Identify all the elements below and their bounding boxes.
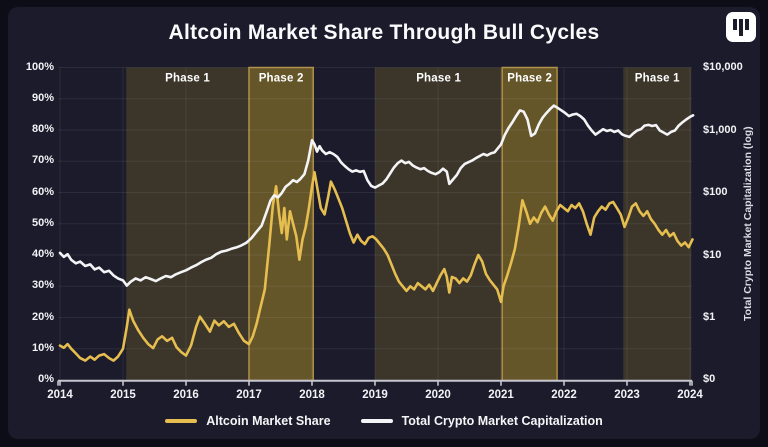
right-axis-tick-label: $0 bbox=[703, 373, 716, 385]
right-axis-tick-label: $100 bbox=[703, 186, 728, 198]
phase1-band bbox=[126, 67, 249, 381]
chart-title: Altcoin Market Share Through Bull Cycles bbox=[168, 21, 600, 44]
altcoin-share-line bbox=[58, 170, 694, 362]
x-axis-tick-label: 2017 bbox=[236, 389, 262, 401]
left-axis-tick-label: 20% bbox=[31, 310, 54, 323]
left-axis-tick-label: 0% bbox=[38, 373, 54, 385]
x-axis-tick-label: 2024 bbox=[677, 389, 703, 401]
logo-bar-middle bbox=[739, 18, 743, 36]
right-axis-title: Total Crypto Market Capitalization (log) bbox=[742, 126, 754, 322]
left-axis-tick-label: 70% bbox=[31, 154, 54, 167]
total-market-cap-line bbox=[58, 104, 695, 287]
left-axis-tick-label: 30% bbox=[31, 279, 54, 292]
chart-legend: Altcoin Market Share Total Crypto Market… bbox=[0, 414, 768, 428]
left-axis-tick-label: 100% bbox=[25, 60, 54, 73]
left-axis-tick-label: 90% bbox=[31, 91, 54, 104]
logo-bar-right bbox=[745, 18, 749, 30]
left-axis-tick-label: 60% bbox=[31, 185, 54, 198]
phase-band-label: Phase 2 bbox=[507, 73, 552, 85]
legend-item-total-cap: Total Crypto Market Capitalization bbox=[360, 414, 603, 428]
total-cap-line-swatch bbox=[360, 419, 393, 423]
left-axis-tick-label: 40% bbox=[31, 248, 54, 260]
x-axis-tick-label: 2020 bbox=[425, 389, 451, 401]
legend-label: Total Crypto Market Capitalization bbox=[401, 414, 603, 428]
legend-label: Altcoin Market Share bbox=[206, 414, 331, 428]
phase-band-label: Phase 1 bbox=[416, 73, 461, 85]
x-axis-tick-label: 2016 bbox=[173, 389, 199, 401]
phase1-band bbox=[623, 67, 692, 381]
brand-logo-icon bbox=[726, 12, 756, 42]
phase-band-label: Phase 1 bbox=[165, 73, 210, 85]
chart-card bbox=[8, 7, 760, 439]
logo-bar-left bbox=[733, 18, 737, 30]
x-axis-tick-label: 2015 bbox=[110, 389, 136, 401]
right-axis-tick-label: $1,000 bbox=[703, 123, 737, 136]
right-axis-tick-label: $10,000 bbox=[703, 61, 743, 73]
x-axis-tick-label: 2014 bbox=[47, 389, 73, 401]
x-axis-tick-label: 2021 bbox=[488, 389, 514, 401]
x-axis-tick-label: 2018 bbox=[299, 389, 325, 401]
x-axis-tick-label: 2019 bbox=[362, 389, 388, 401]
phase1-band bbox=[375, 67, 503, 381]
altcoin-line-swatch bbox=[165, 419, 198, 423]
legend-item-altcoin-share: Altcoin Market Share bbox=[165, 414, 331, 428]
x-axis-tick-label: 2022 bbox=[551, 389, 577, 401]
phase-band-label: Phase 1 bbox=[635, 73, 680, 85]
right-axis-tick-label: $1 bbox=[703, 311, 716, 323]
left-axis-tick-label: 80% bbox=[31, 123, 54, 135]
x-axis-tick-label: 2023 bbox=[614, 389, 640, 401]
left-axis-tick-label: 50% bbox=[31, 216, 54, 229]
right-axis-tick-label: $10 bbox=[703, 248, 722, 261]
phase-band-label: Phase 2 bbox=[259, 73, 304, 85]
left-axis-tick-label: 10% bbox=[31, 341, 54, 354]
